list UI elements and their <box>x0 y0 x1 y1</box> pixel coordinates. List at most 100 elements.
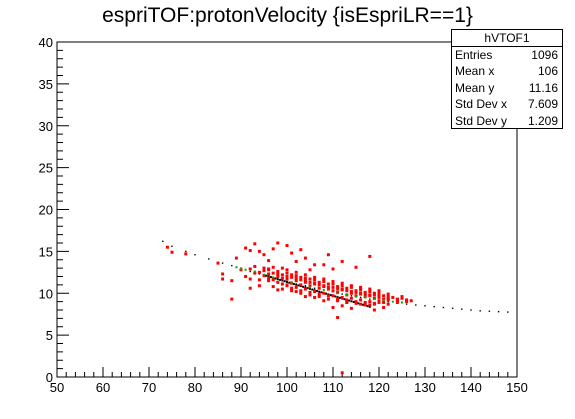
data-point <box>409 299 413 303</box>
data-point <box>326 285 330 289</box>
data-point <box>317 295 321 299</box>
highlight-point <box>272 276 275 279</box>
data-point <box>340 304 344 308</box>
trend-point <box>286 280 288 283</box>
data-point <box>285 275 289 278</box>
data-point <box>290 275 294 279</box>
trend-point <box>267 275 270 278</box>
highlight-point <box>382 298 385 301</box>
data-point <box>271 271 275 275</box>
trend-point <box>318 290 321 293</box>
trend-point <box>424 305 426 307</box>
trend-point <box>185 250 187 253</box>
x-tick-label: 140 <box>460 380 482 395</box>
trend-point <box>231 264 233 267</box>
x-tick-label: 90 <box>234 380 248 395</box>
data-point <box>303 295 307 299</box>
trend-point <box>366 305 369 308</box>
data-point <box>267 267 271 271</box>
trend-point <box>208 258 210 260</box>
data-point <box>294 279 298 283</box>
data-point <box>331 267 335 271</box>
data-point <box>285 283 289 287</box>
data-point <box>294 290 298 294</box>
data-point <box>276 269 280 273</box>
highlight-point <box>345 293 348 296</box>
data-point <box>257 284 261 288</box>
trend-point <box>361 303 364 306</box>
x-axis: 50 60 70 80 90 100 110 120 130 140 150 <box>50 367 528 395</box>
data-point <box>363 292 367 296</box>
chart-title: espriTOF:protonVelocity {isEspriLR==1} <box>102 4 473 27</box>
trend-point <box>194 254 196 256</box>
data-point <box>313 281 317 285</box>
data-point <box>303 287 307 291</box>
data-point <box>313 278 317 282</box>
data-point <box>349 285 353 289</box>
trend-point <box>279 278 282 281</box>
data-point <box>308 284 312 288</box>
trend-point <box>488 310 491 312</box>
trend-point <box>470 309 472 311</box>
stats-box: hVTOF1 Entries 1096 Mean x 106 Mean y 11… <box>451 29 563 129</box>
trend-point <box>352 300 355 303</box>
data-point <box>303 273 307 277</box>
trend-point <box>304 286 307 289</box>
data-point <box>280 287 284 291</box>
data-point <box>363 290 367 294</box>
data-point <box>336 316 340 320</box>
data-point <box>313 295 317 299</box>
data-point <box>368 303 372 307</box>
data-point <box>368 254 372 258</box>
trend-point <box>162 240 164 243</box>
data-point <box>294 285 298 289</box>
trend-point <box>348 299 351 302</box>
trend-point <box>350 300 353 303</box>
data-point <box>331 280 335 284</box>
data-point <box>322 299 326 303</box>
data-point <box>326 297 330 301</box>
data-point <box>331 289 335 293</box>
data-point <box>257 270 261 274</box>
stats-label: Std Dev y <box>455 113 508 128</box>
y-tick-label: 20 <box>39 203 53 218</box>
data-point <box>382 300 386 304</box>
trend-point <box>288 281 291 284</box>
y-tick-label: 0 <box>46 370 53 385</box>
stats-label: Mean y <box>455 80 495 95</box>
trend-series <box>162 240 509 313</box>
data-point <box>299 275 303 279</box>
data-point <box>326 282 330 286</box>
data-point <box>308 290 312 294</box>
data-point <box>276 272 280 276</box>
trend-point <box>357 302 360 305</box>
data-point <box>290 251 294 255</box>
data-point <box>253 271 257 275</box>
trend-point <box>171 245 173 248</box>
data-point <box>377 290 381 294</box>
data-point <box>262 253 266 257</box>
trend-point <box>334 295 337 298</box>
data-point <box>267 276 271 280</box>
trend-point <box>258 273 261 275</box>
data-point <box>271 265 275 269</box>
trend-point <box>315 289 318 292</box>
stats-value: 1.209 <box>527 113 558 128</box>
data-point <box>331 285 335 289</box>
data-point <box>349 296 353 300</box>
data-point <box>313 275 317 279</box>
data-point <box>313 263 317 267</box>
data-point <box>354 301 358 305</box>
data-point <box>234 256 238 260</box>
data-point <box>244 246 248 250</box>
stats-label: Std Dev x <box>455 97 508 112</box>
trend-point <box>368 305 371 308</box>
trend-point <box>479 310 481 312</box>
highlight-point <box>364 296 367 299</box>
data-point <box>262 269 266 273</box>
data-point <box>276 280 280 284</box>
stats-value: 1096 <box>531 48 558 62</box>
stats-value: 7.609 <box>527 97 558 112</box>
data-point <box>299 248 303 252</box>
